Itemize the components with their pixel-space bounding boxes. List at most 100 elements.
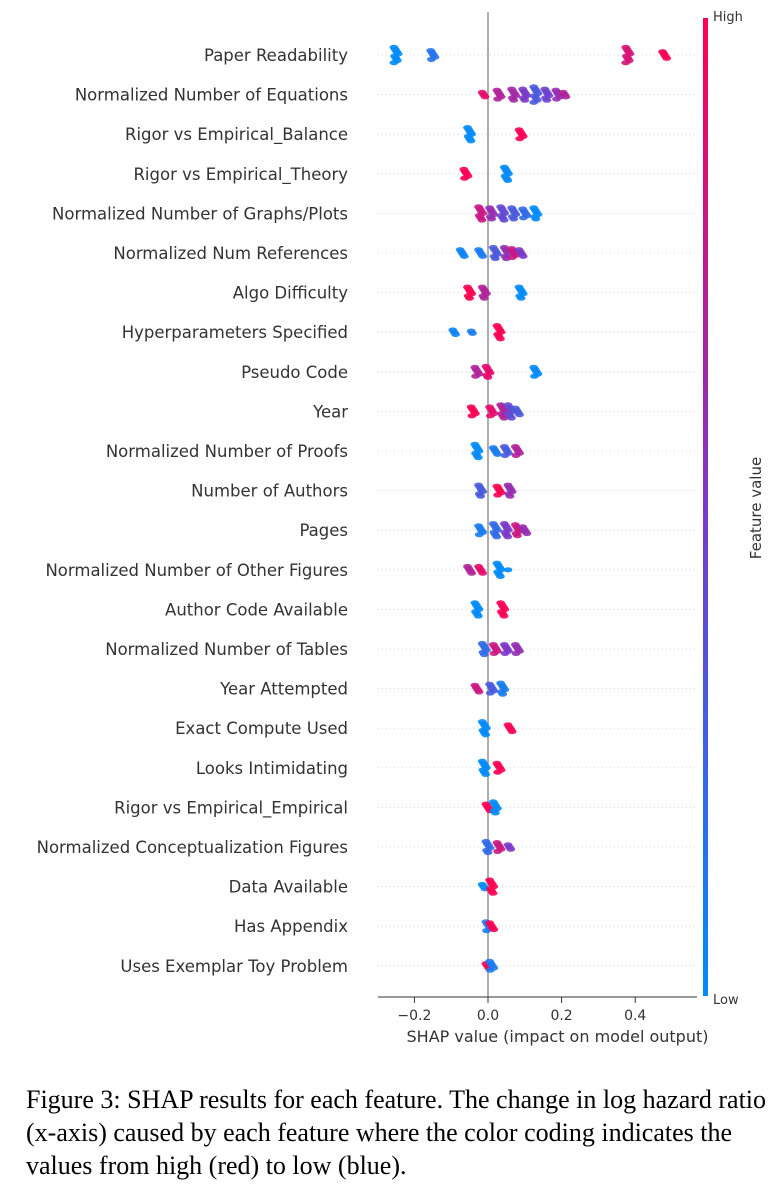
shap-point	[460, 175, 469, 181]
shap-point	[507, 728, 517, 735]
x-axis: −0.2 0.0 0.2 0.4	[378, 996, 697, 1024]
colorbar	[703, 18, 708, 996]
shap-point	[489, 650, 499, 657]
feature-label: Hyperparameters Specified	[122, 323, 348, 342]
shap-point	[466, 138, 476, 144]
shap-point	[479, 651, 489, 658]
feature-label: Rigor vs Empirical_Balance	[125, 125, 348, 145]
feature-label: Normalized Number of Other Figures	[45, 561, 348, 580]
shap-point	[467, 570, 477, 576]
x-tick-label: 0.2	[550, 1008, 572, 1024]
shap-point	[516, 295, 526, 301]
shap-point	[509, 216, 519, 222]
shap-point	[507, 415, 516, 421]
shap-point	[473, 455, 483, 461]
shap-point	[482, 928, 491, 934]
row-guides	[378, 54, 697, 967]
shap-point	[451, 331, 460, 337]
shap-point	[478, 253, 488, 259]
shap-point	[489, 926, 499, 933]
shap-point	[561, 94, 571, 100]
shap-point	[488, 890, 498, 896]
shap-point	[485, 690, 495, 696]
shap-point	[496, 573, 505, 580]
feature-label: Rigor vs Empirical_Empirical	[114, 798, 348, 818]
shap-point	[552, 96, 561, 102]
shap-point	[485, 967, 495, 973]
shap-point	[492, 534, 502, 540]
shap-point	[478, 570, 488, 576]
feature-label: Uses Exemplar Toy Problem	[120, 957, 348, 976]
feature-label: Normalized Conceptualization Figures	[37, 838, 348, 857]
shap-point	[522, 530, 532, 537]
shap-point	[542, 97, 552, 103]
shap-point	[483, 374, 493, 380]
shap-point	[477, 217, 487, 223]
figure-caption: Figure 3: SHAP results for each feature.…	[26, 1085, 767, 1180]
shap-point	[480, 94, 490, 100]
shap-point	[499, 217, 509, 223]
shap-point	[427, 56, 436, 63]
shap-point	[490, 810, 500, 816]
feature-label: Algo Difficulty	[233, 284, 349, 303]
shap-point	[511, 650, 521, 657]
shap-point	[506, 846, 516, 852]
shap-point	[474, 689, 484, 695]
feature-label: Normalized Num References	[113, 244, 348, 263]
colorbar-high-label: High	[713, 10, 743, 25]
shap-point	[531, 216, 541, 222]
shap-point	[479, 295, 489, 301]
shap-point	[500, 452, 510, 458]
shap-point	[519, 215, 528, 221]
x-tick-label: 0.0	[477, 1008, 499, 1024]
shap-point	[662, 55, 672, 61]
feature-label: Data Available	[229, 878, 348, 897]
shap-point	[493, 848, 503, 855]
shap-points	[389, 44, 672, 973]
feature-label: Pseudo Code	[241, 363, 348, 382]
shap-point	[515, 412, 524, 418]
feature-label: Paper Readability	[204, 46, 348, 65]
shap-point	[476, 493, 486, 499]
feature-label: Author Code Available	[165, 600, 348, 619]
feature-label: Normalized Number of Tables	[105, 640, 348, 659]
shap-summary-chart: Paper Readability Normalized Number of Eq…	[37, 10, 765, 1046]
shap-point	[499, 613, 509, 619]
shap-point	[493, 769, 503, 775]
colorbar-title: Feature value	[747, 457, 765, 559]
shap-point	[471, 373, 480, 379]
shap-point	[474, 532, 484, 538]
shap-point	[503, 567, 513, 573]
shap-point	[500, 650, 510, 657]
shap-point	[481, 732, 491, 738]
shap-point	[487, 216, 497, 222]
shap-point	[530, 373, 539, 379]
shap-point	[493, 492, 503, 498]
shap-point	[467, 413, 477, 419]
feature-label: Exact Compute Used	[175, 719, 348, 738]
x-axis-title: SHAP value (impact on model output)	[407, 1027, 709, 1046]
shap-point	[485, 413, 495, 419]
shap-point	[481, 771, 491, 778]
shap-point	[465, 295, 474, 301]
shap-point	[490, 255, 500, 262]
feature-label: Number of Authors	[191, 482, 348, 501]
feature-label: Year	[312, 402, 348, 421]
shap-point	[503, 534, 513, 540]
shap-point	[483, 849, 493, 856]
shap-point	[468, 330, 477, 336]
shap-point	[493, 451, 502, 457]
shap-point	[503, 177, 513, 183]
colorbar-low-label: Low	[713, 993, 739, 1008]
shap-point	[473, 613, 483, 619]
shap-point	[511, 452, 521, 458]
shap-point	[518, 253, 528, 259]
shap-point	[507, 254, 517, 260]
feature-label: Normalized Number of Proofs	[106, 442, 348, 461]
x-tick-label: −0.2	[397, 1008, 431, 1024]
feature-label: Normalized Number of Graphs/Plots	[52, 204, 348, 223]
x-tick-label: 0.4	[624, 1008, 646, 1024]
shap-point	[509, 97, 519, 103]
feature-label: Normalized Number of Equations	[75, 86, 348, 105]
shap-point	[498, 691, 508, 697]
